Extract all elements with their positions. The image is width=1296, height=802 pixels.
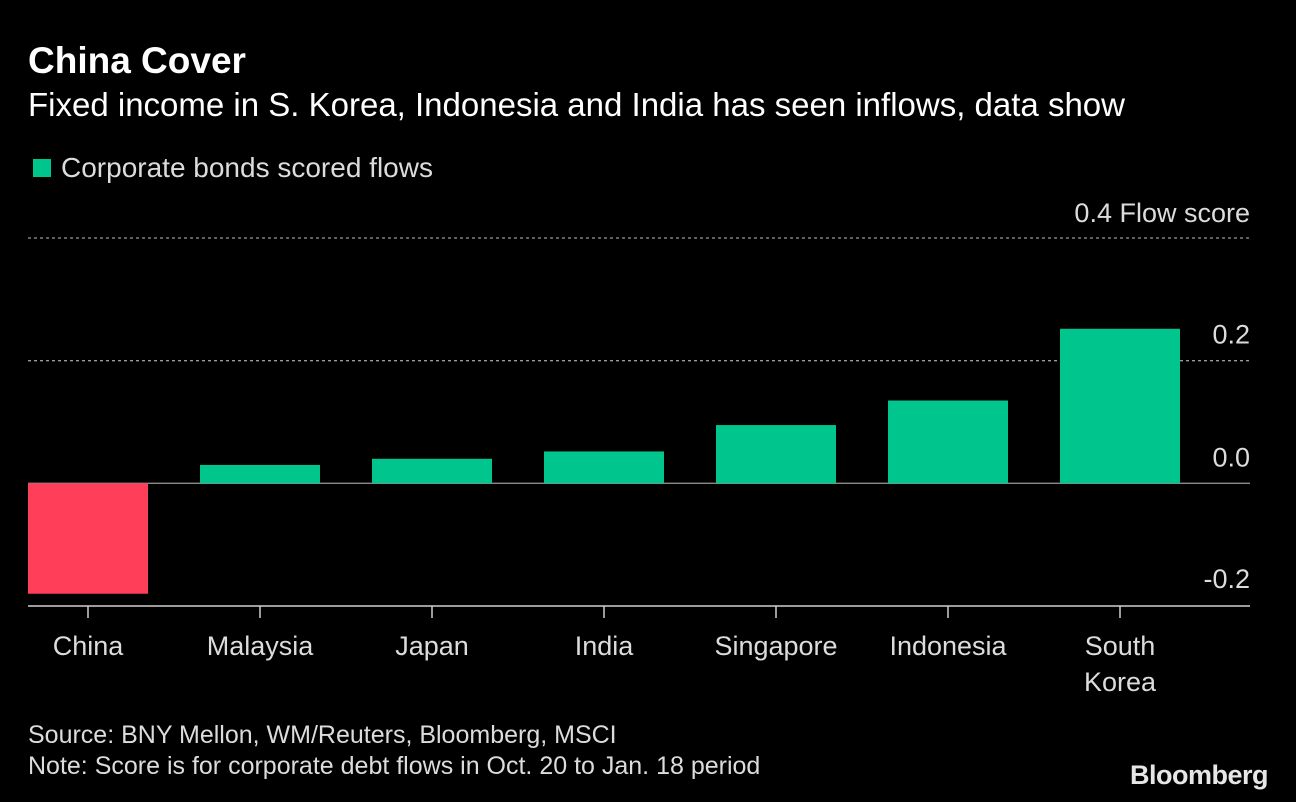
bar-singapore: [716, 425, 836, 484]
bar-india: [544, 451, 664, 484]
bar-indonesia: [888, 400, 1008, 484]
source-text: Source: BNY Mellon, WM/Reuters, Bloomber…: [28, 721, 617, 749]
note-text: Note: Score is for corporate debt flows …: [28, 752, 761, 780]
chart-subtitle: Fixed income in S. Korea, Indonesia and …: [28, 86, 1125, 123]
legend-swatch: [33, 159, 51, 177]
chart-title: China Cover: [28, 40, 246, 81]
x-tick-label: Indonesia: [889, 631, 1007, 661]
y-tick-label: 0.4 Flow score: [1074, 198, 1250, 228]
x-tick-label: India: [575, 631, 635, 661]
legend: Corporate bonds scored flows: [33, 152, 433, 184]
x-tick-label: Singapore: [714, 631, 837, 661]
bar-china: [28, 483, 148, 594]
y-tick-label: 0.2: [1212, 320, 1250, 350]
bar-south-korea: [1060, 328, 1180, 484]
y-tick-label: 0.0: [1212, 442, 1250, 472]
y-tick-labels: 0.4 Flow score 0.2 0.0 -0.2: [1074, 198, 1250, 594]
bar-malaysia: [200, 464, 320, 484]
x-tick-label: Malaysia: [207, 631, 315, 661]
x-tick-label: South Korea: [1084, 631, 1157, 697]
y-tick-label: -0.2: [1203, 564, 1250, 594]
bloomberg-logo: Bloomberg: [1129, 760, 1269, 790]
x-tick-label: Japan: [395, 631, 469, 661]
x-tick-label: China: [53, 631, 125, 661]
x-axis: China Malaysia Japan India Singapore Indonesi…: [28, 605, 1250, 697]
legend-label: Corporate bonds scored flows: [61, 152, 433, 183]
source-note: Source: BNY Mellon, WM/Reuters, Bloomber…: [28, 720, 760, 782]
bars: [28, 328, 1180, 594]
bar-japan: [372, 458, 492, 484]
